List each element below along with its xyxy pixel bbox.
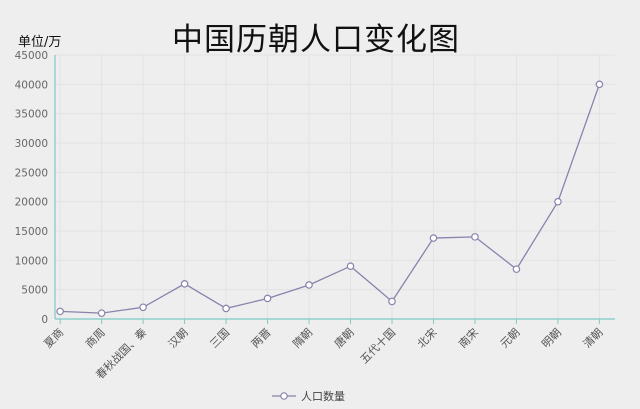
x-tick-label: 北宋 <box>414 325 439 350</box>
data-point <box>512 265 521 273</box>
series-line <box>60 84 601 314</box>
legend-marker-icon <box>280 392 288 400</box>
data-point <box>180 279 189 288</box>
data-point <box>97 309 106 317</box>
x-tick-label: 明朝 <box>539 326 564 351</box>
x-tick-label: 商周 <box>82 325 107 350</box>
data-point <box>595 80 604 89</box>
y-tick-label: 0 <box>41 314 48 326</box>
y-tick-label: 5000 <box>21 285 48 297</box>
data-point <box>346 262 355 271</box>
x-tick-label: 两晋 <box>249 326 274 351</box>
x-tick-label: 汉朝 <box>166 326 191 351</box>
legend-label: 人口数量 <box>301 390 345 403</box>
y-tick-label: 35000 <box>15 109 48 121</box>
x-tick-label: 清朝 <box>581 326 606 351</box>
y-tick-label: 10000 <box>15 255 48 267</box>
data-point <box>263 294 272 303</box>
data-point <box>471 233 479 241</box>
data-point <box>429 234 438 242</box>
y-tick-label: 15000 <box>15 226 48 238</box>
x-tick-label: 唐朝 <box>331 325 356 350</box>
data-point <box>56 307 64 316</box>
data-point <box>222 304 230 313</box>
x-tick-label: 南宋 <box>456 325 481 350</box>
y-tick-label: 40000 <box>15 79 48 91</box>
x-tick-label: 隋朝 <box>290 325 315 350</box>
data-point <box>554 197 562 206</box>
y-axis-unit-label: 单位/万 <box>18 35 62 50</box>
data-point <box>305 281 313 289</box>
x-tick-label: 五代十国 <box>357 325 398 366</box>
x-tick-label: 元朝 <box>498 326 523 351</box>
data-point <box>388 297 396 306</box>
y-tick-label: 25000 <box>15 167 48 179</box>
y-tick-label: 20000 <box>15 197 48 209</box>
chart-title: 中国历朝人口变化图 <box>172 22 460 58</box>
x-tick-label: 夏商 <box>41 325 66 350</box>
y-tick-label: 45000 <box>15 50 48 62</box>
y-tick-label: 30000 <box>15 138 48 150</box>
data-point <box>139 303 147 312</box>
x-tick-label: 三国 <box>207 326 232 351</box>
